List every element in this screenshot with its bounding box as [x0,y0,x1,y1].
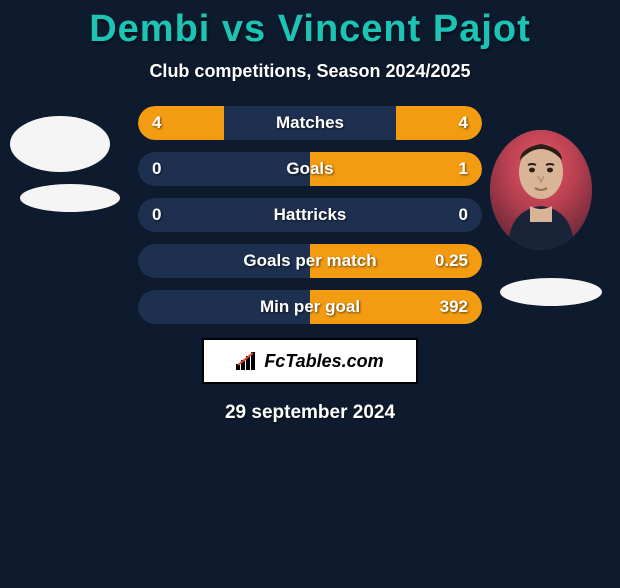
stat-row: 0 Hattricks 0 [138,198,482,232]
player-right-shadow [500,278,602,306]
stat-right-value: 1 [459,159,468,179]
logo-text: FcTables.com [264,351,383,372]
stat-label: Min per goal [260,297,360,317]
page-title: Dembi vs Vincent Pajot [0,8,620,51]
stat-row: Min per goal 392 [138,290,482,324]
stat-label: Matches [276,113,344,133]
player-right-avatar [490,130,592,250]
stat-row: Goals per match 0.25 [138,244,482,278]
stat-left-value: 4 [152,113,161,133]
subtitle: Club competitions, Season 2024/2025 [0,61,620,82]
stat-right-value: 0.25 [435,251,468,271]
stat-label: Goals per match [243,251,376,271]
logo-box[interactable]: FcTables.com [202,338,418,384]
stat-label: Hattricks [274,205,347,225]
stat-right-value: 392 [440,297,468,317]
logo-bars-icon [236,352,258,370]
player-left-avatar [10,116,110,172]
stat-row: 0 Goals 1 [138,152,482,186]
stat-left-value: 0 [152,159,161,179]
stat-right-value: 4 [459,113,468,133]
stat-label: Goals [286,159,333,179]
date-text: 29 september 2024 [0,402,620,424]
player-left-shadow [20,184,120,212]
stat-left-value: 0 [152,205,161,225]
stat-right-value: 0 [459,205,468,225]
stats-container: 4 Matches 4 0 Goals 1 0 Hattricks 0 Goals per mat… [138,106,482,324]
stat-row: 4 Matches 4 [138,106,482,140]
